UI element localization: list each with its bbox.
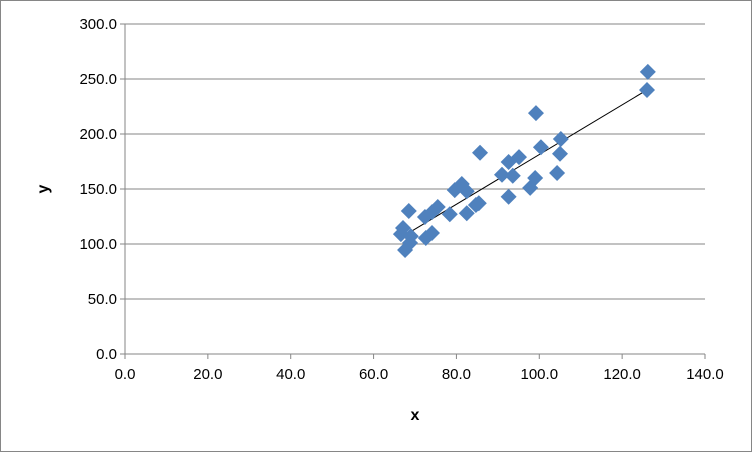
data-point — [400, 203, 417, 219]
y-tick-label: 300.0 — [79, 16, 117, 33]
y-tick-label: 200.0 — [79, 126, 117, 143]
data-point — [510, 149, 527, 166]
data-point — [458, 183, 475, 200]
data-point — [552, 145, 568, 162]
x-axis-label: x — [411, 407, 420, 424]
data-point — [532, 139, 549, 156]
data-point — [549, 165, 566, 182]
x-tick-label: 120.0 — [603, 366, 641, 383]
data-point — [402, 228, 419, 245]
data-point — [504, 167, 521, 184]
x-tick-label: 20.0 — [193, 366, 222, 383]
data-point — [423, 225, 440, 241]
data-point — [441, 206, 458, 223]
x-tick-label: 0.0 — [115, 366, 136, 383]
y-axis-label: y — [35, 184, 52, 193]
data-point — [470, 195, 487, 212]
y-tick-label: 150.0 — [79, 181, 117, 198]
trendline — [400, 89, 649, 239]
y-tick-label: 250.0 — [79, 71, 117, 88]
data-point — [494, 166, 510, 183]
y-tick-label: 0.0 — [96, 346, 117, 363]
x-tick-label: 60.0 — [359, 366, 388, 383]
data-point — [500, 154, 517, 171]
data-point — [527, 105, 544, 122]
data-point — [458, 205, 475, 222]
data-point — [429, 199, 446, 216]
data-point — [394, 220, 411, 237]
x-tick-label: 140.0 — [686, 366, 724, 383]
data-point — [639, 63, 656, 80]
x-tick-label: 100.0 — [521, 366, 559, 383]
y-tick-label: 50.0 — [88, 291, 117, 308]
x-tick-label: 40.0 — [276, 366, 305, 383]
x-tick-label: 80.0 — [442, 366, 471, 383]
data-point — [527, 170, 544, 186]
y-tick-label: 100.0 — [79, 236, 117, 253]
data-point — [472, 144, 489, 161]
data-point — [500, 188, 517, 205]
data-point — [552, 130, 569, 147]
data-point — [639, 82, 655, 98]
